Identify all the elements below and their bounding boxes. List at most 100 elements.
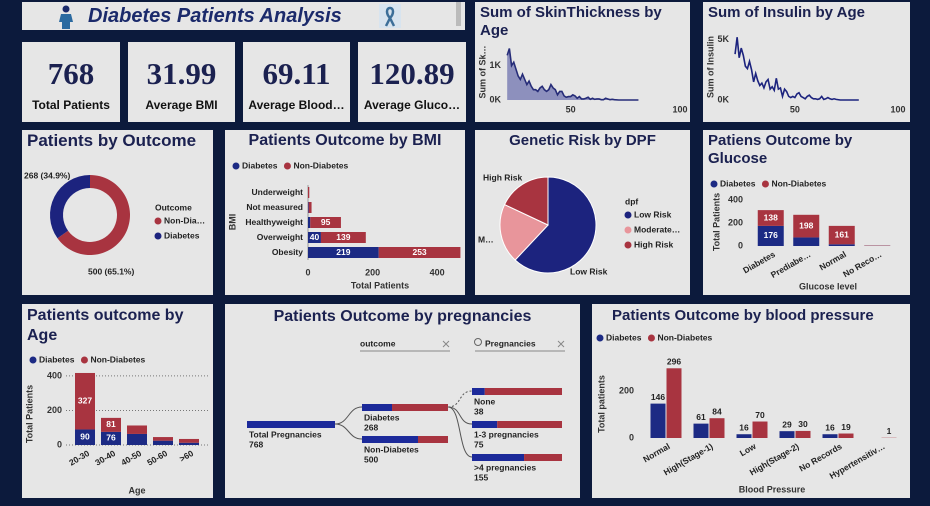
node-bar-rest	[417, 436, 448, 443]
y-tick-label: 200	[728, 218, 743, 228]
bar	[75, 429, 95, 445]
slice	[503, 176, 549, 226]
legend-marker	[80, 356, 88, 364]
legend-title: Outcome	[155, 202, 192, 212]
close-icon	[442, 340, 450, 348]
x-axis-title: Glucose level	[799, 281, 857, 291]
bar	[779, 431, 795, 438]
bar	[308, 202, 309, 213]
x-tick-label: 400	[430, 267, 445, 277]
y-tick-label: Not measured	[246, 202, 303, 212]
y-tick-label: Underweight	[252, 187, 304, 197]
bar	[320, 232, 366, 243]
chart-panel: Diabetes Non-Diabetes 0 200 400 Total Patient…	[22, 304, 213, 498]
bar	[757, 225, 784, 246]
bar	[378, 247, 461, 258]
y-axis-title: Sum of Sk…	[477, 45, 487, 98]
data-label: 29	[782, 419, 792, 429]
node-bar-rest	[524, 454, 562, 461]
bar	[650, 403, 666, 438]
bar	[153, 440, 173, 445]
x-tick-label: 200	[365, 267, 380, 277]
chart: 0K 1K 50 100 Sum of Sk…	[477, 45, 687, 114]
chart-panel: Low Risk M… High Risk dpf Low Risk Moderate… H…	[475, 130, 690, 295]
kpi-card: 69.11 Average Blood…	[243, 42, 350, 122]
bar	[828, 225, 855, 245]
x-tick-label: 100	[672, 104, 687, 114]
node-bar	[472, 388, 485, 395]
data-label: 500 (65.1%)	[88, 266, 134, 276]
bar	[127, 425, 147, 434]
legend-label: Moderate…	[634, 224, 680, 234]
x-tick-label: 100	[890, 104, 905, 114]
chart-title: Patients by Outcome	[27, 131, 197, 150]
legend-label: Low Risk	[634, 209, 672, 219]
chart-title: Sum of Insulin by Age	[708, 4, 865, 21]
bar	[795, 430, 811, 438]
chart: Diabetes Non-Diabetes 0 200 400 BMI Total Pati…	[227, 160, 461, 290]
legend-marker	[710, 180, 718, 188]
node-value: 500	[364, 454, 378, 464]
kpi-card: 768 Total Patients	[22, 42, 120, 122]
data-label: 16	[825, 422, 835, 432]
x-tick-label: 0	[305, 267, 310, 277]
slice	[514, 176, 597, 274]
y-tick-label: 0	[629, 432, 634, 442]
x-tick-label: >60	[178, 448, 196, 464]
chart: Diabetes Non-Diabetes 0 200 400 Total Patient…	[24, 354, 210, 495]
legend-marker	[283, 162, 291, 170]
chart-title: Patients Outcome by BMI	[248, 132, 442, 149]
bar	[757, 210, 784, 226]
chart-panel: Diabetes Non-Diabetes 0 200 400 Total Patient…	[703, 130, 910, 295]
slice	[49, 175, 90, 239]
kpi-value: 69.11	[262, 56, 331, 91]
x-tick-label: 50	[790, 104, 800, 114]
legend-label: Non-Diabetes	[771, 178, 826, 188]
node-bar-rest	[497, 421, 562, 428]
data-label: 30	[798, 419, 808, 429]
data-label: 253	[412, 247, 426, 257]
node-label: 1-3 pregnancies	[474, 429, 539, 439]
data-label: M…	[478, 234, 494, 244]
y-tick-label: 400	[47, 370, 62, 380]
legend-label: Non-Diabetes	[90, 354, 145, 364]
node-bar	[472, 454, 525, 461]
chart-title: Patiens Outcome by Glucose	[708, 132, 853, 167]
connector	[334, 406, 363, 425]
kpi-card: 120.89 Average Gluco…	[358, 42, 466, 122]
bar	[75, 372, 95, 430]
data-label: 161	[835, 229, 849, 239]
legend-marker	[596, 334, 604, 342]
bar	[736, 434, 752, 438]
chart-title: Genetic Risk by DPF	[509, 132, 656, 149]
y-tick-label: 400	[728, 195, 743, 205]
chart: Low Risk M… High Risk dpf Low Risk Moderate… H…	[478, 172, 680, 276]
kpi-card: 31.99 Average BMI	[128, 42, 235, 122]
legend-label: Non-Diabetes	[293, 160, 348, 170]
bar	[666, 368, 682, 438]
bar	[101, 417, 121, 432]
chart: Diabetes Non-Diabetes 0 200 Total patients Bl…	[596, 332, 897, 494]
bulb-icon	[474, 338, 482, 346]
slice	[57, 175, 131, 255]
ribbon-icon	[384, 6, 396, 27]
scrollbar	[456, 2, 461, 26]
legend-label: Diabetes	[242, 160, 278, 170]
person-icon	[59, 14, 73, 29]
node-bar	[247, 421, 335, 428]
dashboard-title: Diabetes Patients Analysis	[88, 5, 342, 27]
bar	[308, 187, 310, 198]
node-bar	[362, 436, 418, 443]
connector	[447, 406, 473, 425]
y-tick-label: Overweight	[257, 232, 303, 242]
x-tick-label: No Reco…	[841, 249, 883, 279]
node-label: Total Pregnancies	[249, 429, 322, 439]
node-label: >4 pregnancies	[474, 462, 536, 472]
header-icons	[59, 2, 461, 29]
y-axis-title: Sum of Insulin	[705, 36, 715, 98]
ribbon-icon	[379, 4, 401, 28]
x-tick-label: 50	[566, 104, 576, 114]
person-icon	[62, 5, 70, 13]
node-bar-rest	[392, 404, 448, 411]
node-value: 268	[364, 422, 378, 432]
